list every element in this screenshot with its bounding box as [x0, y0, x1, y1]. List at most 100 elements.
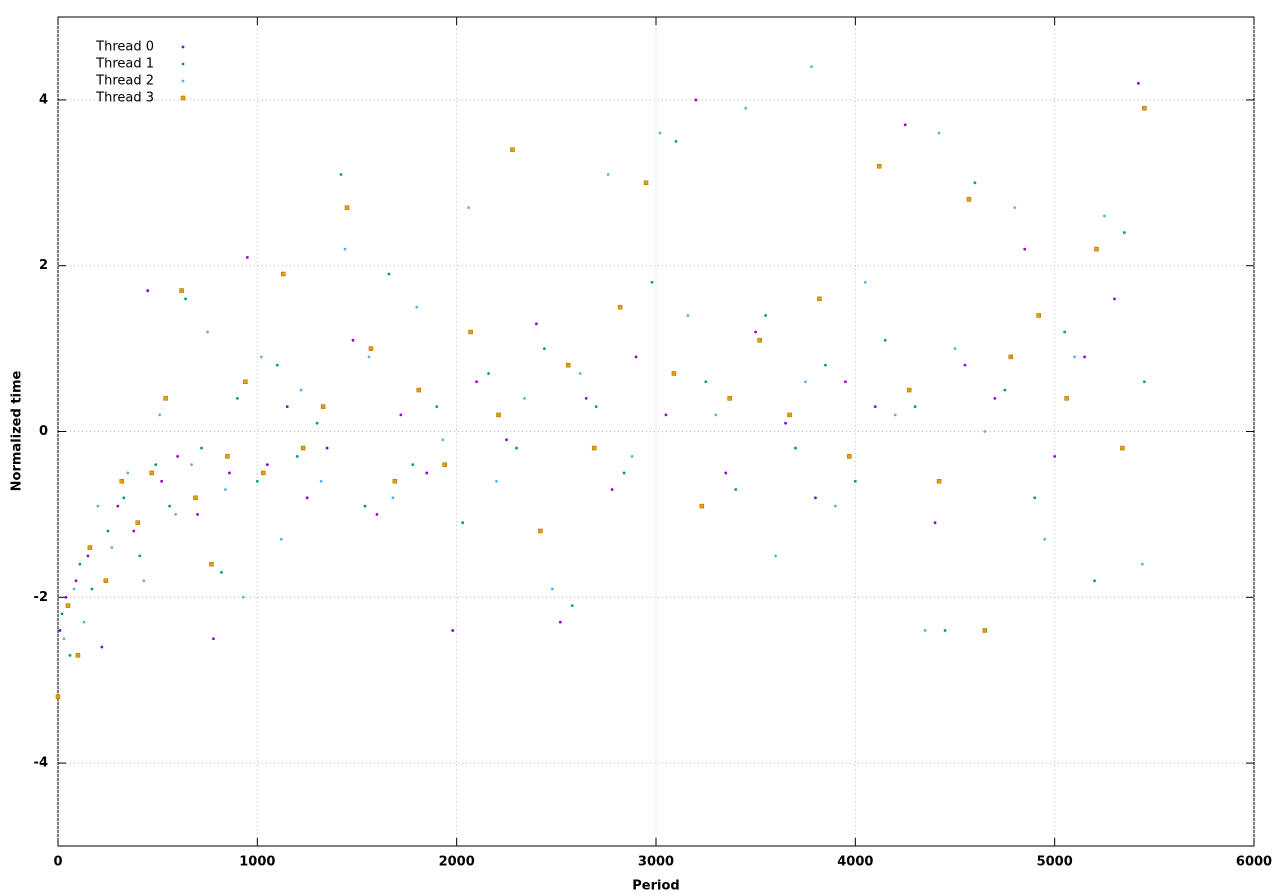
point	[78, 562, 82, 566]
point	[461, 521, 465, 525]
point	[339, 173, 343, 176]
point	[190, 463, 193, 467]
point	[487, 372, 490, 375]
point	[903, 123, 907, 127]
x-tick-label: 2000	[439, 855, 475, 870]
point	[973, 181, 977, 185]
legend-marker	[181, 62, 185, 66]
point	[58, 629, 62, 632]
y-tick-label: 2	[39, 258, 48, 273]
point	[674, 139, 678, 143]
point	[1113, 297, 1116, 301]
point	[1142, 380, 1146, 384]
legend-label: Thread 0	[95, 40, 154, 55]
point	[119, 478, 125, 484]
point	[1103, 214, 1106, 218]
point	[468, 329, 473, 335]
legend-marker	[181, 79, 185, 83]
point	[1023, 247, 1027, 251]
point	[209, 561, 214, 567]
point	[135, 520, 140, 525]
point	[1063, 330, 1067, 334]
point	[158, 413, 162, 417]
point	[1036, 313, 1041, 318]
point	[325, 446, 329, 450]
legend-marker	[180, 95, 186, 101]
point	[1142, 105, 1147, 111]
point	[60, 612, 64, 616]
point	[863, 280, 867, 284]
point	[1013, 206, 1017, 210]
point	[643, 180, 649, 186]
x-axis-label: Period	[632, 879, 679, 894]
point	[810, 65, 813, 69]
x-tick-label: 1000	[239, 855, 275, 870]
point	[90, 587, 94, 591]
point	[142, 579, 146, 583]
legend-marker	[181, 45, 185, 49]
point	[1043, 537, 1047, 541]
point	[261, 470, 266, 476]
point	[714, 413, 718, 417]
point	[933, 521, 937, 525]
point	[671, 371, 677, 376]
point	[704, 380, 708, 384]
legend-label: Thread 1	[95, 57, 154, 72]
point	[228, 471, 231, 475]
point	[814, 496, 817, 500]
point	[126, 471, 130, 475]
point	[542, 347, 546, 350]
point	[425, 471, 429, 475]
point	[591, 445, 597, 451]
point	[351, 338, 355, 342]
point	[62, 637, 66, 641]
point	[650, 280, 654, 284]
point	[883, 338, 887, 342]
y-tick-label: 4	[39, 92, 48, 107]
point	[64, 595, 68, 599]
point	[578, 372, 582, 375]
point	[505, 438, 508, 442]
point	[220, 571, 223, 574]
point	[630, 454, 634, 458]
point	[68, 653, 72, 657]
point	[1094, 246, 1099, 252]
legend-label: Thread 2	[95, 74, 154, 89]
point	[160, 479, 164, 483]
point	[1033, 496, 1037, 500]
point	[535, 322, 538, 326]
point	[966, 197, 972, 202]
point	[415, 305, 419, 309]
point	[724, 471, 728, 475]
point	[570, 604, 574, 607]
point	[634, 355, 638, 359]
y-tick-label: 0	[39, 424, 48, 439]
point	[442, 462, 447, 467]
point	[983, 430, 987, 433]
point	[132, 529, 136, 533]
point	[982, 628, 988, 633]
point	[279, 537, 283, 541]
point	[411, 463, 415, 467]
point	[320, 404, 326, 409]
point	[744, 106, 748, 110]
point	[122, 496, 126, 500]
point	[110, 546, 114, 549]
point	[86, 554, 90, 558]
point	[550, 587, 554, 591]
point	[149, 470, 154, 476]
point	[225, 454, 230, 459]
point	[206, 330, 209, 334]
point	[817, 296, 822, 302]
point	[154, 463, 158, 467]
point	[475, 380, 478, 384]
point	[315, 421, 319, 425]
point	[853, 479, 857, 483]
point	[1123, 231, 1126, 234]
point	[193, 495, 198, 501]
point	[243, 379, 248, 385]
point	[82, 620, 86, 624]
point	[757, 338, 762, 343]
point	[300, 445, 306, 451]
